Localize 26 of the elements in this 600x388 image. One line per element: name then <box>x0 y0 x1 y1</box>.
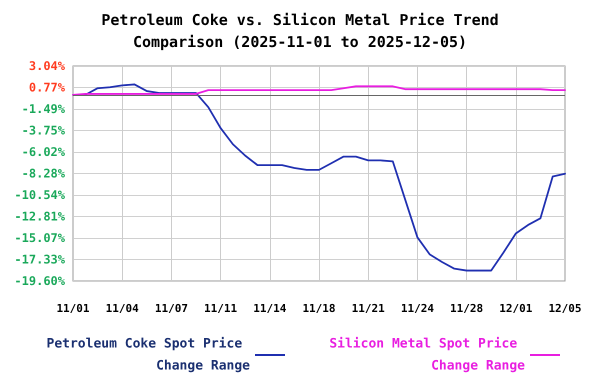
y-tick-label: -15.07% <box>14 230 66 245</box>
y-tick-label: -8.28% <box>22 166 66 180</box>
y-tick-label: -17.33% <box>14 252 66 266</box>
y-tick-label: -12.81% <box>14 210 66 224</box>
x-tick-label: 12/05 <box>548 302 582 315</box>
x-tick-label: 11/07 <box>154 302 188 315</box>
x-tick-label: 11/21 <box>352 302 386 315</box>
x-tick-label: 11/14 <box>253 302 287 315</box>
legend-label: Petroleum Coke Spot Price Change Range <box>46 336 250 374</box>
line-series <box>72 85 566 96</box>
x-tick-label: 11/18 <box>302 302 336 315</box>
x-tick-label: 11/11 <box>204 302 238 315</box>
x-tick-label: 12/01 <box>499 302 533 315</box>
y-tick-label: -3.75% <box>22 123 66 138</box>
y-tick-label: -6.02% <box>22 145 66 160</box>
x-tick-label: 11/24 <box>400 302 434 315</box>
y-tick-label: 3.04% <box>28 59 66 73</box>
y-tick-label: -19.60% <box>14 274 66 288</box>
legend-label: Silicon Metal Spot Price Change Range <box>329 336 526 374</box>
x-tick-label: 11/01 <box>56 302 90 315</box>
y-tick-label: -10.54% <box>14 188 66 202</box>
chart-title: Petroleum Coke vs. Silicon Metal Price Trend Comparison (2025-11-01 to 2025-12-05) <box>101 11 499 51</box>
x-tick-label: 11/04 <box>106 302 140 315</box>
x-tick-label: 11/28 <box>450 302 484 315</box>
y-tick-label: -1.49% <box>22 102 66 116</box>
y-tick-label: 0.77% <box>28 80 66 95</box>
